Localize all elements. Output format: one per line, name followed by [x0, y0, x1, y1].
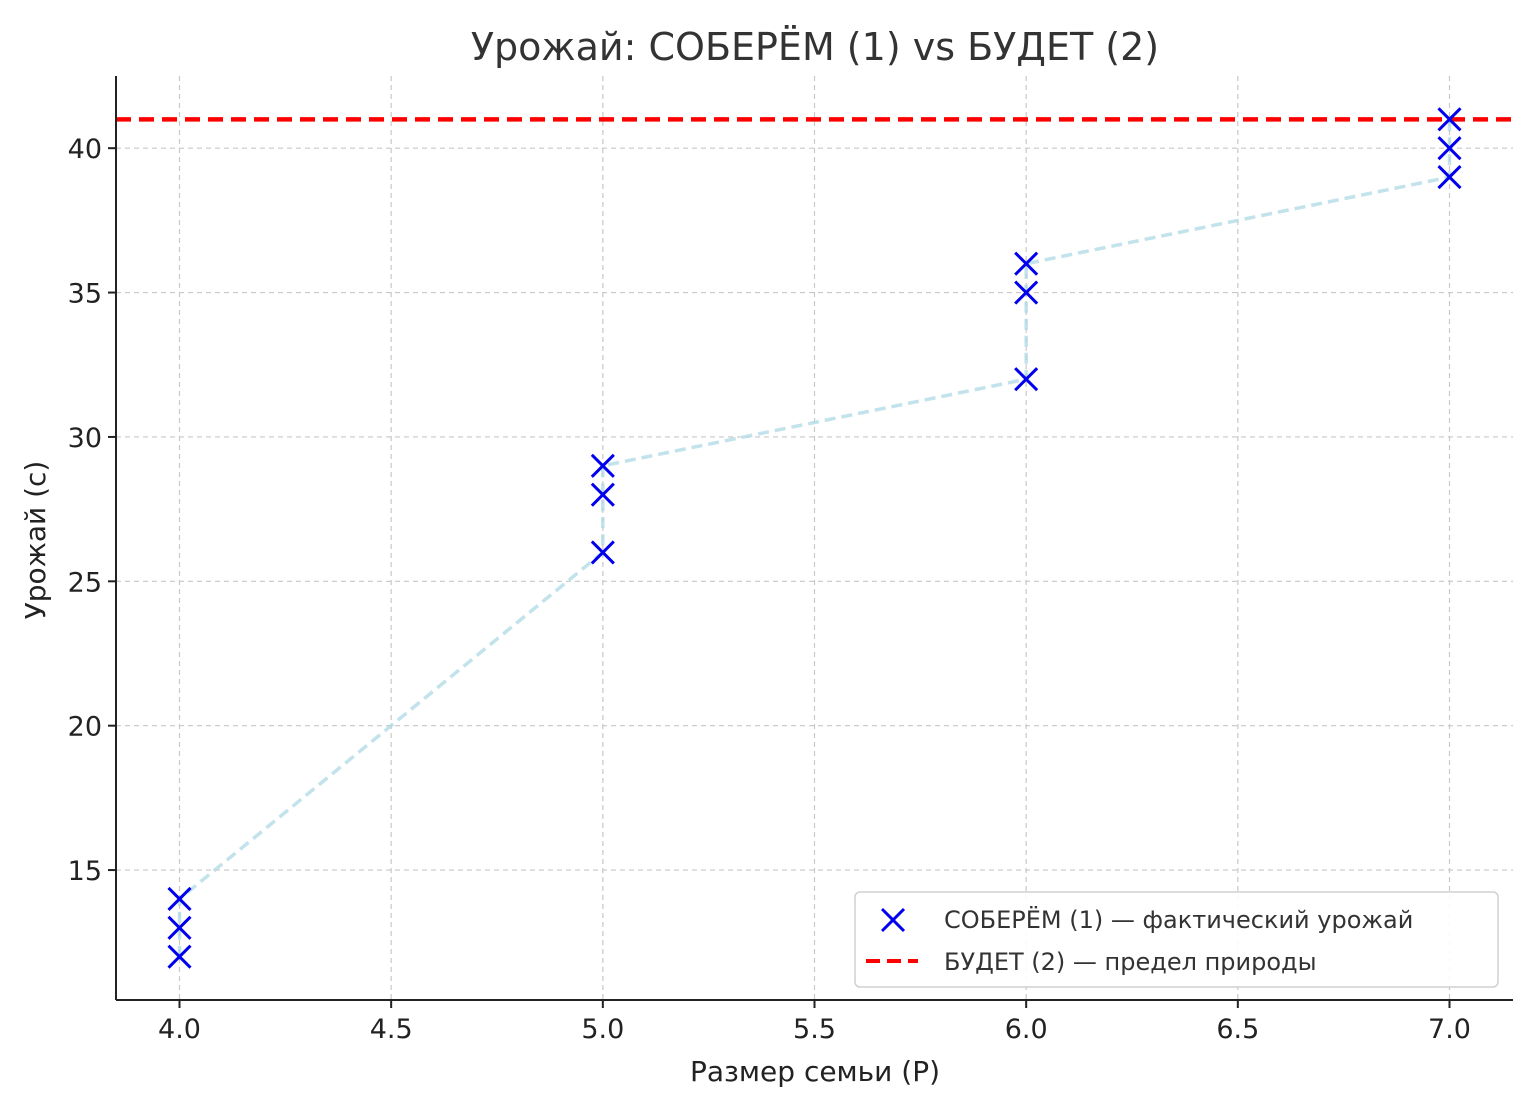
y-tick-label: 15	[68, 856, 102, 887]
x-tick-label: 6.0	[1005, 1014, 1048, 1045]
x-tick-label: 5.5	[793, 1014, 836, 1045]
y-tick-label: 20	[68, 712, 102, 743]
y-tick-label: 35	[68, 279, 102, 310]
series-connecting-line	[177, 119, 1452, 957]
scatter-point	[167, 915, 192, 940]
scatter-point	[1014, 367, 1039, 392]
legend-marker-x	[880, 907, 906, 933]
y-tick-label: 40	[68, 134, 102, 165]
scatter-point	[1437, 136, 1462, 161]
scatter-point	[1437, 107, 1462, 132]
y-tick-label: 25	[68, 567, 102, 598]
scatter-point	[590, 453, 615, 478]
legend-box	[854, 891, 1499, 988]
x-tick-label: 6.5	[1216, 1014, 1259, 1045]
x-axis-label: Размер семьи (P)	[690, 1055, 940, 1088]
legend-marker-scatter	[880, 907, 906, 933]
legend-entry-scatter: СОБЕРЁМ (1) — фактический урожай	[944, 905, 1413, 934]
scatter-point	[590, 540, 615, 565]
scatter-point	[590, 482, 615, 507]
x-tick-label: 4.0	[158, 1014, 201, 1045]
scatter-point	[1014, 251, 1039, 276]
x-tick-label: 4.5	[370, 1014, 413, 1045]
scatter-point	[1437, 165, 1462, 190]
legend: СОБЕРЁМ (1) — фактический урожай БУДЕТ (…	[854, 891, 1499, 988]
chart-title: Урожай: СОБЕРЁМ (1) vs БУДЕТ (2)	[471, 25, 1159, 69]
y-tick-label: 30	[68, 423, 102, 454]
ticks: 4.0 4.5 5.0 5.5 6.0 6.5 7.0 15 20 25 30 35 40	[68, 134, 1471, 1045]
x-tick-label: 7.0	[1428, 1014, 1471, 1045]
scatter-point	[167, 944, 192, 969]
scatter-point	[167, 886, 192, 911]
series-layer	[116, 107, 1513, 969]
x-tick-label: 5.0	[581, 1014, 624, 1045]
scatter-point	[1014, 280, 1039, 305]
y-axis-label: Урожай (с)	[19, 461, 52, 620]
legend-entry-hline: БУДЕТ (2) — предел природы	[944, 948, 1317, 976]
